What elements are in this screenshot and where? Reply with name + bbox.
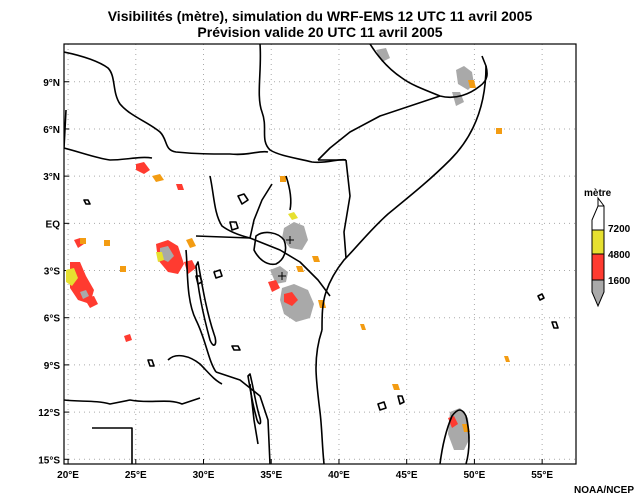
legend-swatch-red bbox=[591, 253, 605, 281]
patch-yellow bbox=[156, 252, 164, 262]
lon-tick-label: 50°E bbox=[464, 470, 486, 481]
patch-red bbox=[124, 334, 132, 342]
patch-red bbox=[184, 260, 196, 274]
patch-orange bbox=[318, 300, 326, 308]
patch-red bbox=[268, 280, 280, 292]
lake bbox=[147, 359, 155, 367]
coastline bbox=[321, 65, 487, 331]
patch-gray bbox=[80, 290, 89, 299]
lat-tick-label: EQ bbox=[46, 219, 61, 230]
border bbox=[195, 235, 251, 239]
patch-orange bbox=[80, 238, 86, 244]
lat-tick-label: 15°S bbox=[38, 455, 60, 466]
lon-tick-label: 20°E bbox=[57, 470, 79, 481]
lake bbox=[247, 373, 262, 425]
lat-tick-label: 6°N bbox=[43, 125, 60, 136]
border bbox=[92, 427, 133, 464]
lon-tick-label: 40°E bbox=[328, 470, 350, 481]
border bbox=[64, 51, 269, 156]
lon-tick-label: 45°E bbox=[396, 470, 418, 481]
patch-yellow bbox=[66, 268, 78, 286]
patch-red bbox=[284, 292, 298, 306]
coastline bbox=[439, 409, 470, 464]
map-content bbox=[64, 44, 559, 464]
lat-tick-label: 12°S bbox=[38, 408, 60, 419]
lake bbox=[253, 231, 287, 266]
patch-gray bbox=[280, 284, 314, 322]
legend-label-1600: 1600 bbox=[608, 276, 631, 287]
visibility-patches bbox=[66, 48, 510, 450]
lake bbox=[83, 199, 91, 205]
patch-orange bbox=[392, 384, 400, 390]
border bbox=[64, 397, 201, 405]
patch-red bbox=[176, 184, 184, 190]
lake bbox=[195, 261, 217, 346]
legend-top-tip bbox=[597, 196, 605, 207]
lon-tick-label: 25°E bbox=[125, 470, 147, 481]
border bbox=[64, 147, 153, 161]
patch-red bbox=[70, 262, 94, 304]
patch-orange bbox=[280, 176, 286, 182]
lake bbox=[231, 345, 241, 351]
patch-red bbox=[136, 162, 150, 174]
lon-tick-label: 30°E bbox=[193, 470, 215, 481]
patch-yellow bbox=[288, 212, 298, 220]
coastline bbox=[315, 329, 325, 464]
lake bbox=[285, 175, 292, 211]
legend-top-arrow bbox=[591, 205, 605, 231]
border bbox=[249, 183, 273, 239]
lon-tick-label: 55°E bbox=[531, 470, 553, 481]
lake bbox=[213, 269, 223, 279]
lon-tick-label: 35°E bbox=[260, 470, 282, 481]
lake bbox=[237, 193, 249, 205]
patch-orange bbox=[496, 128, 502, 134]
station-marks bbox=[278, 236, 294, 280]
legend-bottom-arrow bbox=[591, 279, 605, 308]
borders-coastlines bbox=[64, 44, 559, 464]
border bbox=[167, 354, 223, 385]
lat-tick-label: 9°S bbox=[44, 361, 61, 372]
patch-orange bbox=[504, 356, 510, 362]
border bbox=[317, 95, 441, 161]
map-frame bbox=[63, 43, 577, 465]
border bbox=[258, 44, 347, 164]
patch-red bbox=[84, 296, 98, 308]
patch-orange bbox=[296, 266, 304, 272]
legend-label-7200: 7200 bbox=[608, 224, 631, 235]
patch-orange bbox=[312, 256, 320, 262]
credit: NOAA/NCEP bbox=[573, 485, 634, 496]
patch-gray bbox=[452, 92, 464, 106]
lake bbox=[229, 221, 239, 231]
legend-swatch-yellow bbox=[591, 229, 605, 255]
lake bbox=[551, 321, 559, 329]
border bbox=[209, 175, 331, 297]
patch-orange bbox=[468, 80, 476, 88]
lat-tick-label: 9°N bbox=[43, 78, 60, 89]
border bbox=[215, 371, 271, 464]
border bbox=[343, 159, 351, 259]
map-subtitle: Prévision valide 20 UTC 11 avril 2005 bbox=[197, 24, 443, 40]
lake bbox=[537, 293, 545, 301]
patch-orange bbox=[152, 174, 164, 182]
patch-orange bbox=[360, 324, 366, 330]
border bbox=[185, 249, 217, 373]
lat-tick-label: 6°S bbox=[44, 314, 61, 325]
axis-ticks: 20°E 25°E 30°E 35°E 40°E 45°E 50°E 55°E 9°N 6°N 3°… bbox=[38, 78, 553, 481]
lake bbox=[397, 395, 405, 405]
lake bbox=[195, 275, 203, 285]
patch-gray bbox=[282, 222, 308, 250]
patch-gray bbox=[376, 48, 390, 62]
patch-orange bbox=[120, 266, 126, 272]
lat-tick-label: 3°S bbox=[44, 267, 61, 278]
map-title: Visibilités (mètre), simulation du WRF-E… bbox=[107, 8, 533, 24]
patch-orange bbox=[104, 240, 110, 246]
legend-title: mètre bbox=[584, 188, 612, 199]
lat-tick-label: 3°N bbox=[43, 172, 60, 183]
legend: mètre 7200 4800 1600 bbox=[584, 188, 631, 308]
lake bbox=[377, 401, 387, 411]
patch-orange bbox=[186, 238, 196, 248]
legend-label-4800: 4800 bbox=[608, 250, 631, 261]
patch-gray bbox=[270, 266, 288, 284]
